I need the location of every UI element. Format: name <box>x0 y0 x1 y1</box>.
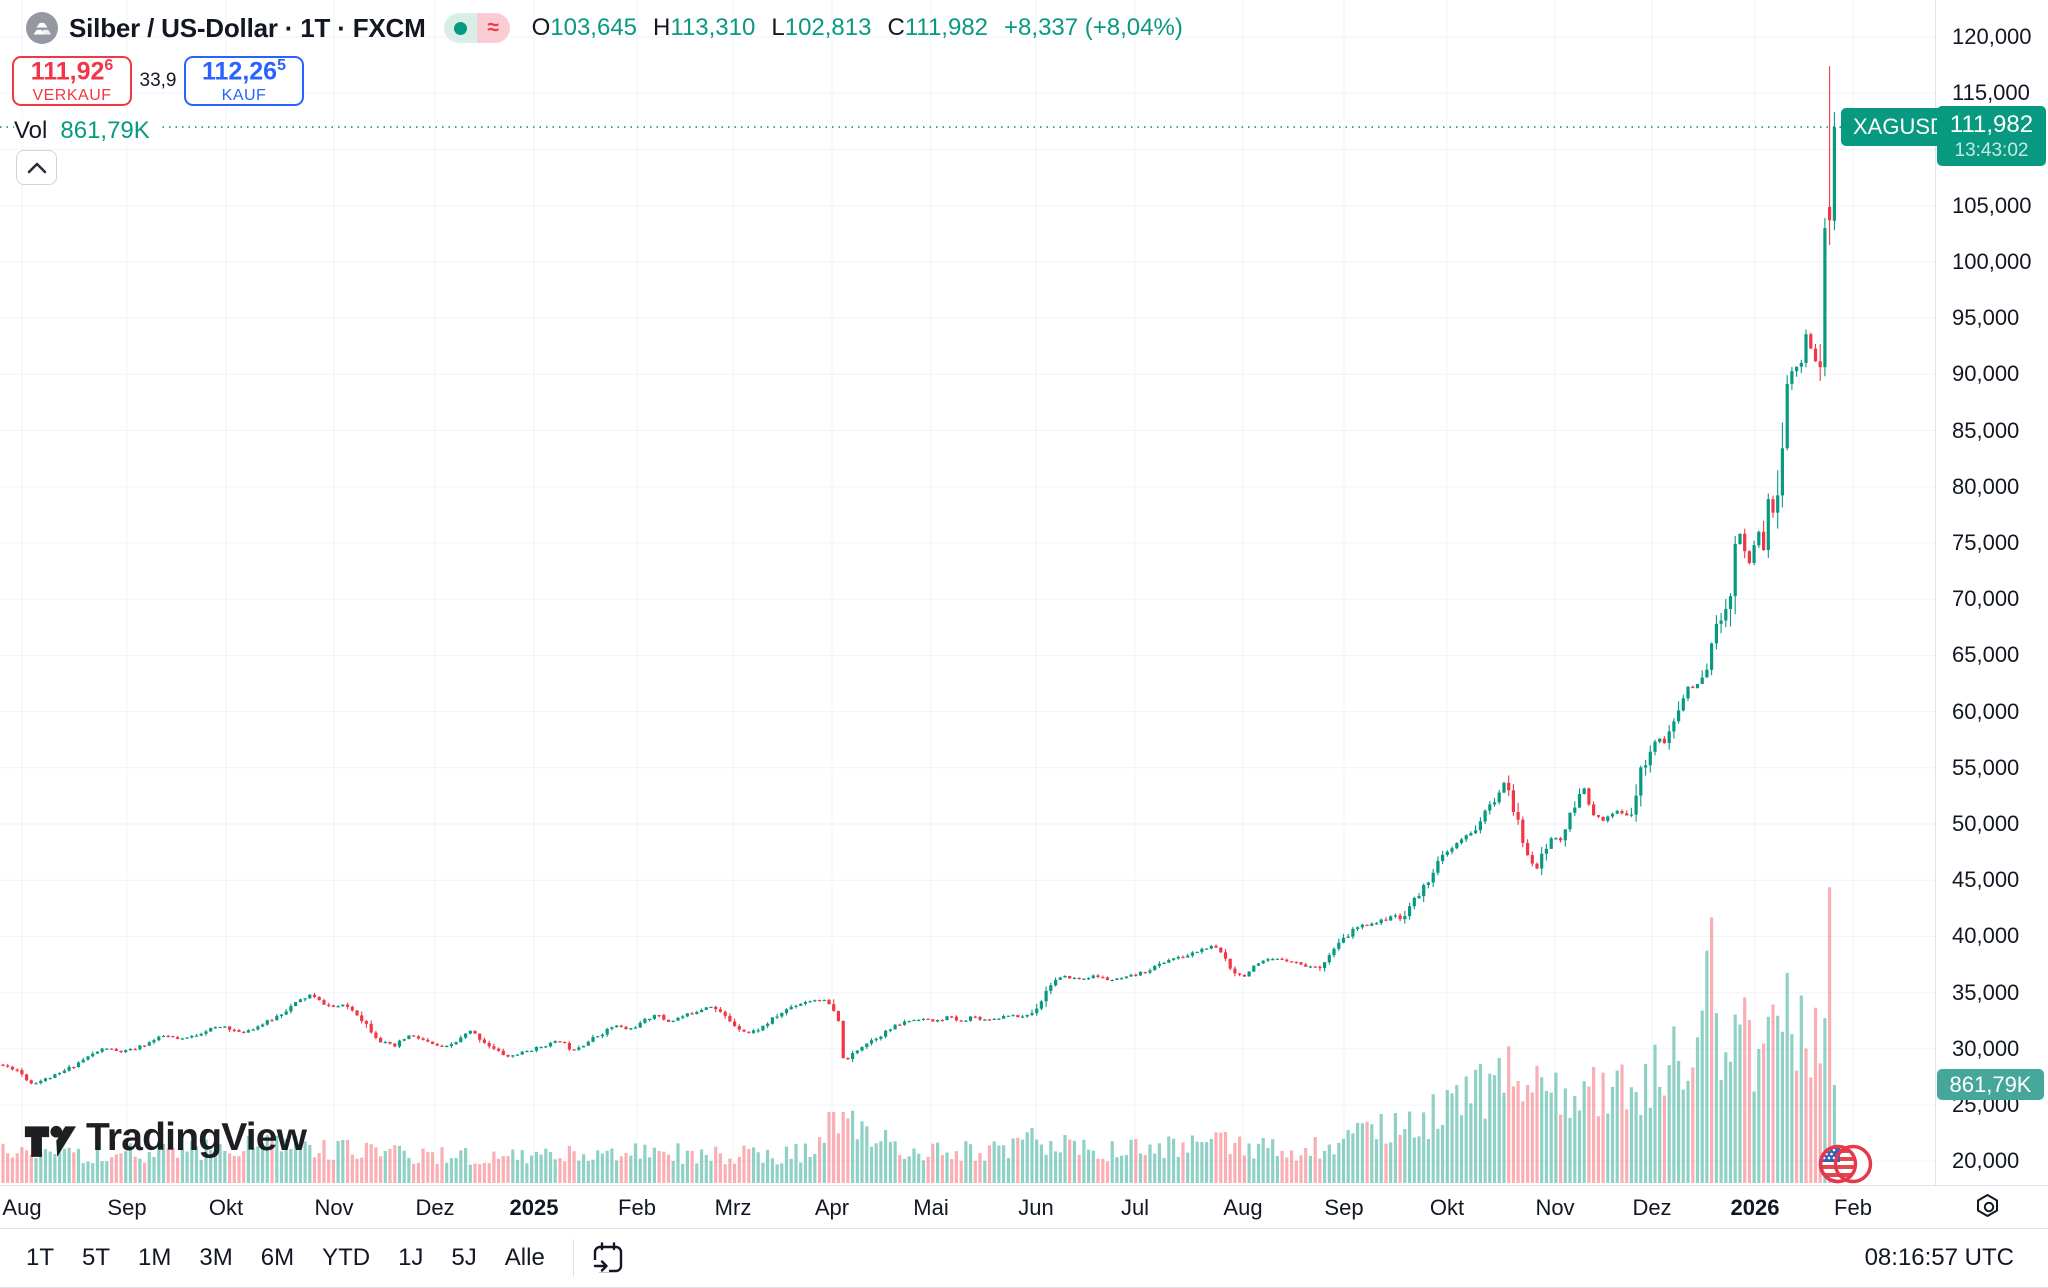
time-axis-label: Feb <box>618 1195 656 1220</box>
tradingview-logo-icon <box>24 1125 76 1157</box>
price-axis-label: 40,000 <box>1952 923 2020 949</box>
calendar-icon <box>592 1242 623 1273</box>
time-axis-label: Mrz <box>714 1195 752 1220</box>
time-axis-label: Aug <box>2 1195 42 1220</box>
price-axis-label: 45,000 <box>1952 867 2020 893</box>
time-axis-label: Okt <box>208 1195 244 1220</box>
time-axis-label: Mai <box>913 1195 949 1220</box>
chart-canvas[interactable] <box>0 0 1935 1185</box>
chevron-up-icon <box>27 162 46 173</box>
time-axis-label: Jun <box>1018 1195 1054 1220</box>
range-button-5t[interactable]: 5T <box>82 1244 111 1271</box>
open-value: 103,645 <box>550 14 638 41</box>
range-button-1t[interactable]: 1T <box>26 1244 55 1271</box>
time-axis-label: Jul <box>1120 1195 1150 1220</box>
volume-legend: Vol 861,79K <box>14 117 158 145</box>
price-axis-label: 55,000 <box>1952 754 2020 780</box>
sell-button[interactable]: 111,926 VERKAUF <box>12 56 132 106</box>
low-value: 102,813 <box>784 14 872 41</box>
last-price-time: 13:43:02 <box>1954 139 2029 161</box>
symbol-title[interactable]: Silber / US-Dollar · 1T · FXCM <box>69 12 426 43</box>
price-axis-label: 60,000 <box>1952 698 2020 724</box>
price-axis-label: 35,000 <box>1952 979 2020 1005</box>
range-button-alle[interactable]: Alle <box>504 1244 545 1271</box>
range-buttons: 1T 5T 1M 3M 6M YTD 1J 5J Alle <box>12 1229 559 1287</box>
symbol-legend: Silber / US-Dollar · 1T · FXCM ≈ O103,64… <box>26 10 1183 46</box>
goto-date-button[interactable] <box>588 1238 628 1278</box>
bottom-toolbar: 1T 5T 1M 3M 6M YTD 1J 5J Alle 08:16:57 UTC <box>0 1228 2048 1288</box>
ohlc-values: O103,645 H113,310 L102,813 C111,982 +8,3… <box>531 14 1183 41</box>
utc-clock[interactable]: 08:16:57 UTC <box>1864 1244 2014 1271</box>
price-axis-label: 85,000 <box>1952 417 2020 443</box>
change-value: +8,337 (+8,04%) <box>1004 14 1183 41</box>
time-axis-label: Dez <box>415 1195 455 1220</box>
last-price: 111,982 <box>1949 110 2034 138</box>
price-axis-label: 75,000 <box>1952 529 2020 555</box>
silver-symbol-icon <box>26 12 58 44</box>
price-axis-label: 70,000 <box>1952 586 2020 612</box>
close-value: 111,982 <box>904 14 989 41</box>
price-axis-label: 30,000 <box>1952 1035 2020 1061</box>
time-axis-label: 2025 <box>509 1195 559 1220</box>
price-axis-label: 105,000 <box>1952 192 2032 218</box>
price-scale[interactable]: 120,000 115,000 105,000 100,000 95,000 90,000… <box>1935 0 2048 1185</box>
tradingview-watermark[interactable]: TradingView <box>24 1116 307 1160</box>
volume-value: 861,79K <box>60 117 150 144</box>
price-axis-label: 95,000 <box>1952 305 2020 331</box>
range-button-6m[interactable]: 6M <box>260 1244 295 1271</box>
time-axis-label: Aug <box>1223 1195 1263 1220</box>
volume-label: Vol <box>14 117 48 144</box>
toolbar-divider <box>572 1239 574 1277</box>
buy-button[interactable]: 112,265 KAUF <box>184 56 304 106</box>
spread-value: 33,9 <box>139 70 177 91</box>
time-axis-label: Apr <box>814 1195 850 1220</box>
time-axis-label: 2026 <box>1730 1195 1780 1220</box>
price-axis-label: 65,000 <box>1952 642 2020 668</box>
range-button-1j[interactable]: 1J <box>398 1244 424 1271</box>
us-economic-event-flag-icon[interactable] <box>1813 1138 1879 1190</box>
time-axis-label: Feb <box>1834 1195 1872 1220</box>
time-axis-label: Nov <box>1535 1195 1575 1220</box>
range-button-1m[interactable]: 1M <box>138 1244 172 1271</box>
time-axis-label: Nov <box>314 1195 354 1220</box>
range-button-5j[interactable]: 5J <box>451 1244 477 1271</box>
market-status-pill[interactable]: ≈ <box>443 13 510 43</box>
trade-panel: 111,926 VERKAUF 33,9 112,265 KAUF <box>12 56 304 106</box>
watermark-text: TradingView <box>86 1116 307 1159</box>
last-price-box: 111,982 13:43:02 <box>1937 106 2046 166</box>
collapse-panel-button[interactable] <box>16 150 57 185</box>
time-axis-label: Dez <box>1632 1195 1672 1220</box>
scale-settings-gear-icon[interactable] <box>1972 1190 2006 1224</box>
market-open-dot-icon <box>443 13 477 43</box>
price-axis-label: 90,000 <box>1952 361 2020 387</box>
time-axis-label: Sep <box>1324 1195 1364 1220</box>
time-axis-label: Sep <box>107 1195 147 1220</box>
price-axis-label: 120,000 <box>1952 24 2032 49</box>
price-axis-label: 80,000 <box>1952 473 2020 499</box>
time-axis-label: Okt <box>1429 1195 1465 1220</box>
price-axis-label: 115,000 <box>1952 80 2030 106</box>
price-axis-label: 50,000 <box>1952 811 2020 836</box>
price-axis-label: 100,000 <box>1952 248 2032 274</box>
price-axis-label: 20,000 <box>1952 1148 2020 1174</box>
time-scale[interactable]: Aug Sep Okt Nov Dez 2025 Feb Mrz Apr Mai Jun Jul Aug… <box>0 1185 2048 1228</box>
delayed-data-icon: ≈ <box>476 13 510 43</box>
range-button-ytd[interactable]: YTD <box>322 1244 371 1271</box>
volume-axis-badge: 861,79K <box>1937 1069 2044 1100</box>
high-value: 113,310 <box>670 14 756 41</box>
range-button-3m[interactable]: 3M <box>199 1244 233 1271</box>
